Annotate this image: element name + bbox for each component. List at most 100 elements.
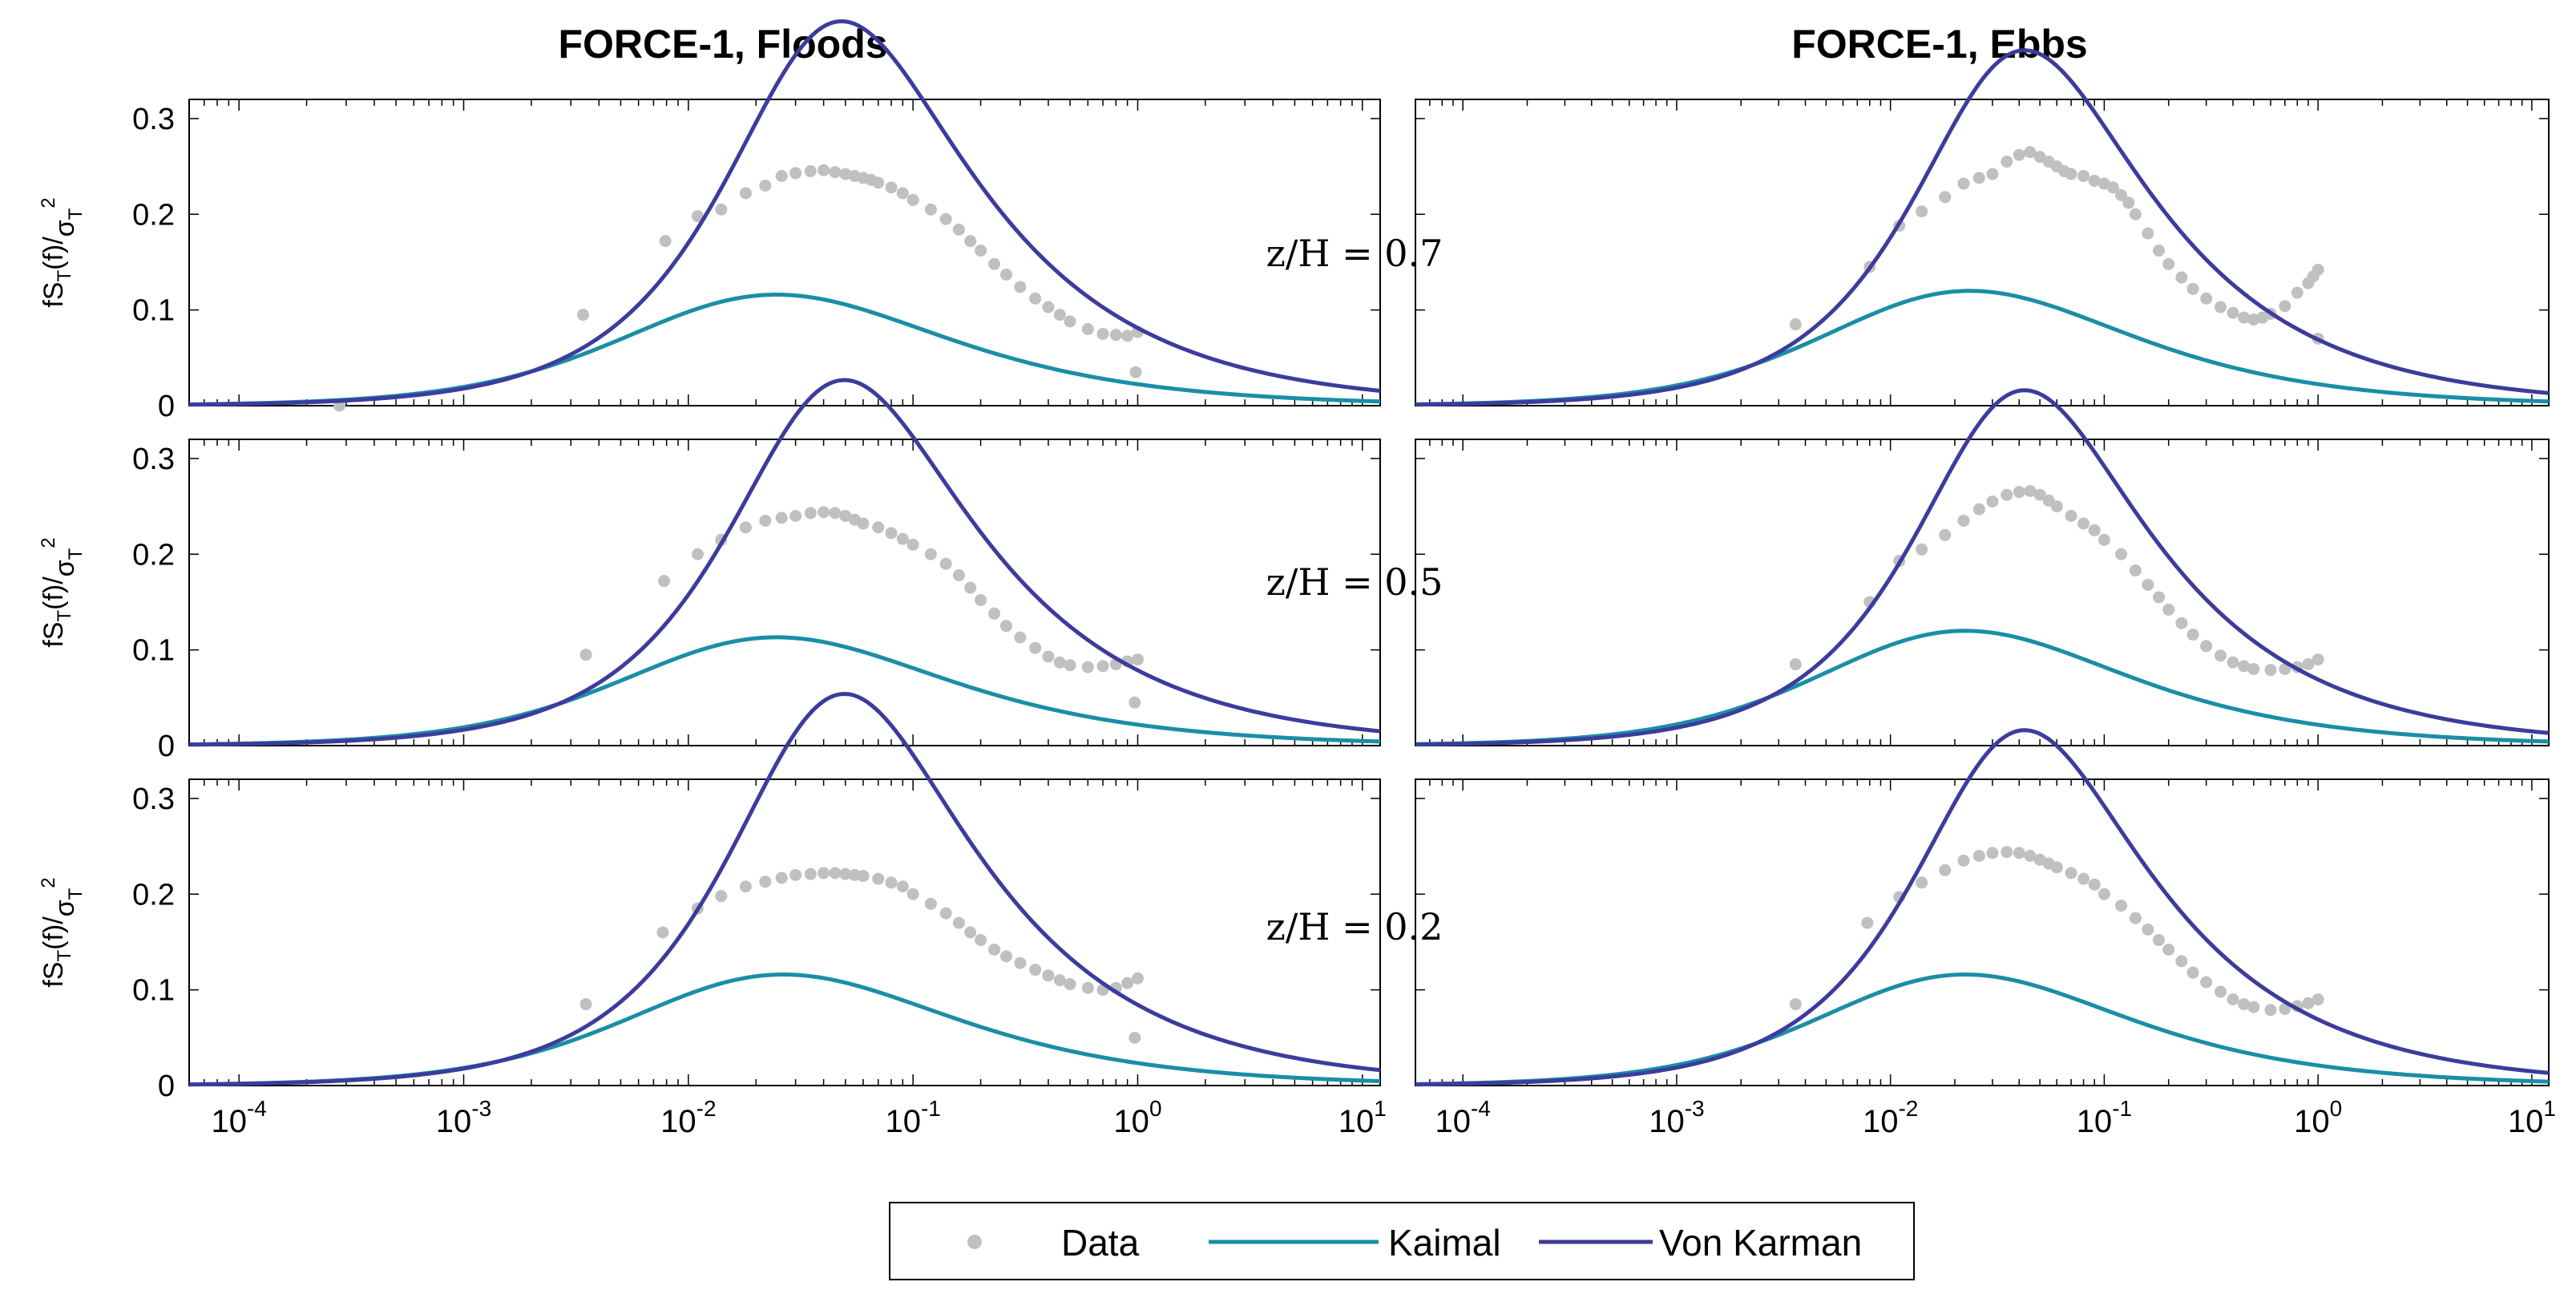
vonkarman-curve	[188, 378, 1381, 747]
data-point	[1972, 172, 1985, 184]
data-point	[2001, 488, 2013, 501]
data-point	[1789, 998, 1802, 1011]
data-point	[839, 867, 852, 880]
data-point	[2050, 861, 2063, 874]
data-point	[1957, 514, 1970, 527]
data-point	[2302, 658, 2315, 671]
data-point	[2098, 888, 2110, 900]
data-point	[964, 235, 977, 248]
data-point	[939, 907, 952, 920]
data-point	[2088, 878, 2101, 891]
data-point	[2279, 1003, 2291, 1015]
data-point	[1109, 329, 1122, 342]
data-point	[964, 926, 977, 939]
data-point	[2024, 850, 2037, 862]
data-point	[2238, 311, 2251, 324]
y-tick-label: 0	[158, 730, 175, 763]
data-point	[885, 876, 898, 889]
data-point	[1042, 301, 1055, 313]
data-point	[1939, 191, 1952, 204]
row-annotation-z07: z/H = 0.7	[1266, 232, 1443, 275]
data-point	[715, 890, 728, 903]
data-point	[2186, 629, 2199, 641]
data-point	[906, 538, 919, 551]
data-point	[2312, 653, 2324, 666]
data-point	[857, 870, 870, 883]
data-point	[1029, 964, 1042, 977]
data-point	[759, 514, 772, 527]
data-point	[739, 187, 752, 200]
data-point	[818, 164, 830, 176]
data-point	[952, 569, 965, 582]
data-point	[872, 872, 885, 885]
data-point	[2088, 524, 2101, 536]
data-point	[2142, 923, 2154, 936]
data-point	[2152, 245, 2165, 257]
x-tick-label: 10-3	[436, 1096, 491, 1139]
data-point	[2175, 271, 2188, 284]
data-point	[2106, 181, 2119, 194]
panel-axes-box	[188, 99, 1381, 406]
data-point	[829, 507, 842, 520]
data-point	[2122, 196, 2135, 209]
x-tick-label: 10-4	[1435, 1096, 1490, 1139]
row-annotation-z05: z/H = 0.5	[1266, 560, 1443, 604]
data-point	[1129, 1031, 1141, 1044]
data-point	[1861, 916, 1874, 929]
data-point	[2200, 640, 2213, 653]
data-point	[691, 210, 704, 223]
data-point	[789, 167, 802, 180]
data-point	[2129, 912, 2142, 924]
data-point	[2264, 1004, 2277, 1017]
data-point	[1129, 366, 1142, 378]
x-tick-label: 100	[1113, 1096, 1161, 1139]
y-axis-label: fST(f)/σT2	[38, 877, 87, 987]
data-point	[975, 934, 987, 947]
data-point	[739, 521, 752, 534]
panel-r0-c1	[1415, 48, 2550, 407]
legend-data-label: Data	[1061, 1222, 1140, 1264]
data-point	[1916, 876, 1928, 889]
data-point	[2279, 663, 2291, 675]
data-point	[896, 532, 909, 545]
y-tick-label: 0.2	[132, 538, 175, 572]
data-point	[1986, 495, 1999, 508]
data-point	[872, 521, 885, 534]
data-point	[759, 875, 772, 888]
x-tick-label: 100	[2294, 1096, 2342, 1139]
data-point	[579, 998, 592, 1011]
data-point	[658, 575, 671, 588]
legend-box	[889, 1202, 1915, 1280]
data-point	[1081, 661, 1094, 673]
data-point	[2312, 993, 2324, 1006]
data-point	[2200, 292, 2213, 305]
data-point	[2215, 301, 2227, 313]
data-point	[1916, 205, 1928, 218]
data-point	[804, 867, 817, 880]
legend-kaimal-label: Kaimal	[1388, 1222, 1501, 1264]
data-point	[1972, 850, 1985, 862]
data-point	[2013, 148, 2025, 161]
x-tick-label: 10-4	[211, 1096, 266, 1139]
panel-r1-c0: 0 0.1 0.2 0.3 fST(f)/σT2	[38, 378, 1381, 763]
data-point	[999, 950, 1012, 963]
data-point	[1789, 318, 1802, 331]
data-point	[789, 868, 802, 881]
data-point	[775, 512, 788, 524]
data-point	[2065, 168, 2077, 180]
data-point	[2088, 174, 2101, 187]
data-point	[775, 170, 788, 182]
data-point	[839, 168, 852, 180]
data-point	[885, 181, 898, 194]
data-point	[1131, 653, 1144, 666]
data-point	[906, 193, 919, 206]
data-point	[691, 548, 704, 560]
data-point	[988, 257, 1001, 270]
data-point	[2115, 900, 2128, 912]
panel-r1-c1	[1415, 388, 2550, 747]
kaimal-curve	[1415, 629, 2550, 746]
x-tick-label: 10-1	[2077, 1096, 2132, 1139]
data-point	[2013, 847, 2025, 859]
data-point	[2302, 997, 2315, 1009]
